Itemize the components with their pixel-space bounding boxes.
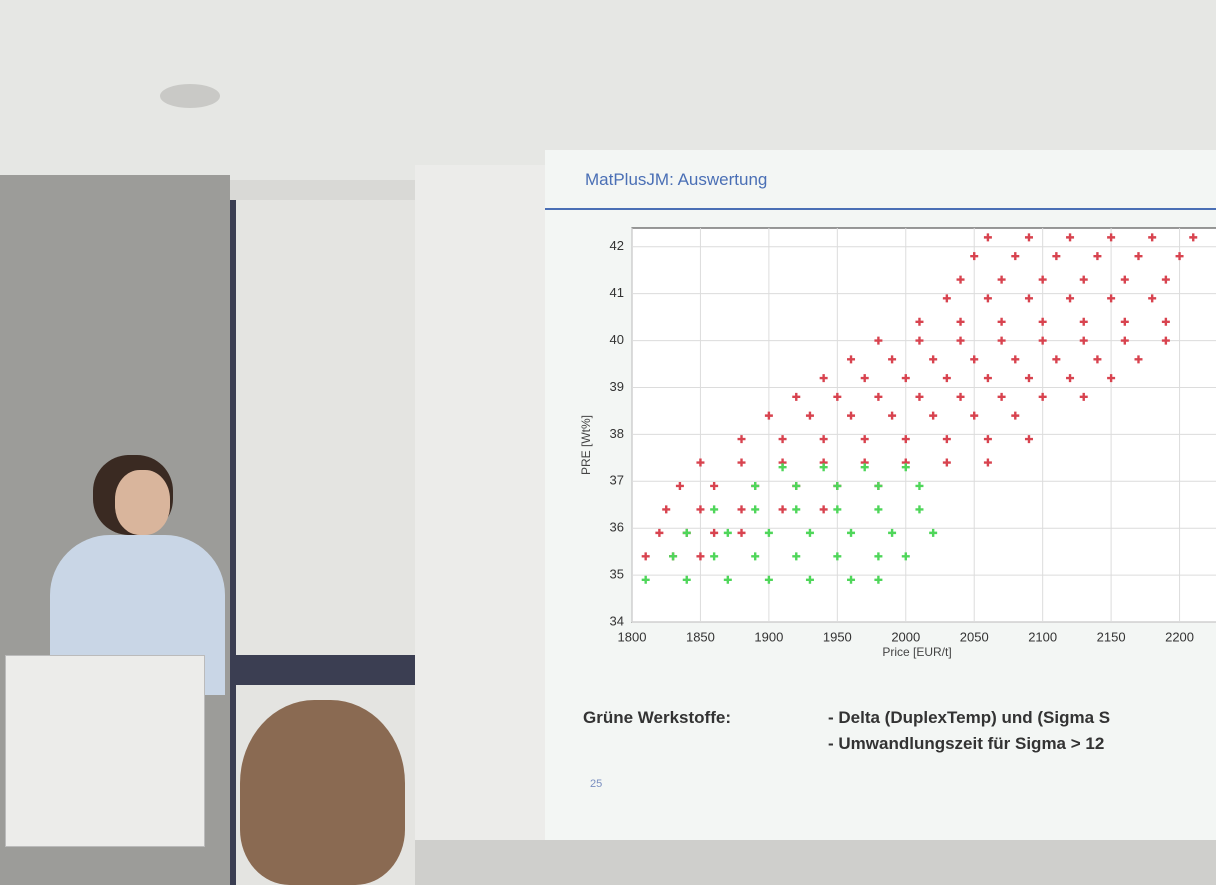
y-axis-label: PRE [Wt%]: [579, 415, 593, 475]
bullet: - Delta (DuplexTemp) und (Sigma S: [828, 708, 1110, 728]
y-tick-label: 35: [610, 567, 624, 582]
audience-head: [240, 700, 405, 885]
green-label: Grüne Werkstoffe:: [583, 708, 731, 728]
y-tick-label: 39: [610, 379, 624, 394]
x-tick-label: 1850: [686, 629, 715, 644]
bullet: - Umwandlungszeit für Sigma > 12: [828, 734, 1104, 754]
x-tick-label: 2150: [1097, 629, 1126, 644]
y-tick-label: 36: [610, 520, 624, 535]
slide: MatPlusJM: Auswertung PRE [Wt%] Price [E…: [545, 150, 1216, 840]
x-tick-label: 1800: [618, 629, 647, 644]
x-tick-label: 1900: [754, 629, 783, 644]
plot-area: [632, 228, 1216, 622]
floor-strip: [415, 840, 1216, 885]
y-tick-label: 40: [610, 332, 624, 347]
x-tick-label: 2050: [960, 629, 989, 644]
y-tick-label: 37: [610, 473, 624, 488]
presenter-face: [115, 470, 170, 535]
y-tick-label: 42: [610, 238, 624, 253]
page-number: 25: [590, 778, 602, 790]
cabinet-band: [236, 655, 420, 685]
ceiling-light: [160, 84, 220, 108]
podium: [5, 655, 205, 847]
y-tick-label: 41: [610, 285, 624, 300]
page: {"slide": {"title": "MatPlusJM: Auswertu…: [0, 0, 1216, 885]
x-tick-label: 2200: [1165, 629, 1194, 644]
x-tick-label: 1950: [823, 629, 852, 644]
y-tick-label: 38: [610, 426, 624, 441]
x-tick-label: 2100: [1028, 629, 1057, 644]
y-tick-label: 34: [610, 613, 624, 628]
x-axis-label: Price [EUR/t]: [882, 645, 951, 659]
x-tick-label: 2000: [891, 629, 920, 644]
